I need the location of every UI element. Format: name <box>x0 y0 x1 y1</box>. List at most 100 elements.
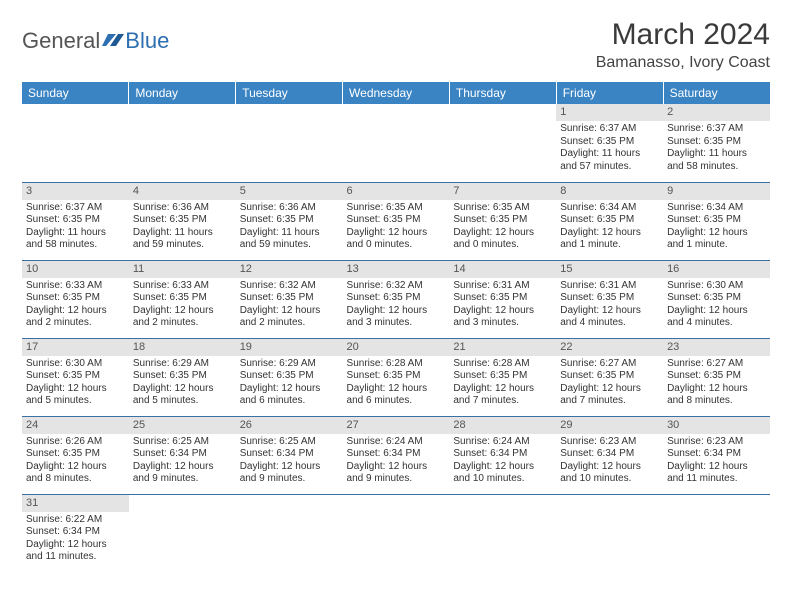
sunrise-text: Sunrise: 6:25 AM <box>133 436 232 449</box>
sunrise-text: Sunrise: 6:32 AM <box>347 280 446 293</box>
day-content: Sunrise: 6:27 AMSunset: 6:35 PMDaylight:… <box>556 356 663 412</box>
sunset-text: Sunset: 6:35 PM <box>26 214 125 227</box>
day-content: Sunrise: 6:26 AMSunset: 6:35 PMDaylight:… <box>22 434 129 490</box>
calendar-cell <box>343 104 450 182</box>
calendar-cell <box>129 104 236 182</box>
column-header: Monday <box>129 82 236 104</box>
day-content: Sunrise: 6:32 AMSunset: 6:35 PMDaylight:… <box>236 278 343 334</box>
calendar-table: SundayMondayTuesdayWednesdayThursdayFrid… <box>22 82 770 572</box>
day-number: 9 <box>663 183 770 200</box>
calendar-cell <box>236 494 343 572</box>
daylight-text: Daylight: 11 hours and 57 minutes. <box>560 148 659 173</box>
sunrise-text: Sunrise: 6:26 AM <box>26 436 125 449</box>
sunrise-text: Sunrise: 6:35 AM <box>347 202 446 215</box>
calendar-cell: 24Sunrise: 6:26 AMSunset: 6:35 PMDayligh… <box>22 416 129 494</box>
daylight-text: Daylight: 12 hours and 6 minutes. <box>240 383 339 408</box>
calendar-cell: 21Sunrise: 6:28 AMSunset: 6:35 PMDayligh… <box>449 338 556 416</box>
day-content: Sunrise: 6:31 AMSunset: 6:35 PMDaylight:… <box>449 278 556 334</box>
calendar-cell: 10Sunrise: 6:33 AMSunset: 6:35 PMDayligh… <box>22 260 129 338</box>
sunset-text: Sunset: 6:35 PM <box>133 214 232 227</box>
calendar-cell: 29Sunrise: 6:23 AMSunset: 6:34 PMDayligh… <box>556 416 663 494</box>
sunrise-text: Sunrise: 6:27 AM <box>667 358 766 371</box>
daylight-text: Daylight: 11 hours and 58 minutes. <box>26 227 125 252</box>
daylight-text: Daylight: 12 hours and 4 minutes. <box>560 305 659 330</box>
calendar-cell: 15Sunrise: 6:31 AMSunset: 6:35 PMDayligh… <box>556 260 663 338</box>
title-block: March 2024 Bamanasso, Ivory Coast <box>596 18 770 72</box>
sunrise-text: Sunrise: 6:37 AM <box>560 123 659 136</box>
sunset-text: Sunset: 6:34 PM <box>240 448 339 461</box>
sunset-text: Sunset: 6:35 PM <box>347 370 446 383</box>
daylight-text: Daylight: 12 hours and 2 minutes. <box>240 305 339 330</box>
daylight-text: Daylight: 12 hours and 9 minutes. <box>240 461 339 486</box>
sunrise-text: Sunrise: 6:29 AM <box>240 358 339 371</box>
calendar-cell: 28Sunrise: 6:24 AMSunset: 6:34 PMDayligh… <box>449 416 556 494</box>
calendar-cell: 5Sunrise: 6:36 AMSunset: 6:35 PMDaylight… <box>236 182 343 260</box>
sunset-text: Sunset: 6:35 PM <box>133 292 232 305</box>
daylight-text: Daylight: 12 hours and 5 minutes. <box>26 383 125 408</box>
sunrise-text: Sunrise: 6:23 AM <box>560 436 659 449</box>
calendar-cell: 3Sunrise: 6:37 AMSunset: 6:35 PMDaylight… <box>22 182 129 260</box>
page-title: March 2024 <box>596 18 770 52</box>
calendar-cell: 18Sunrise: 6:29 AMSunset: 6:35 PMDayligh… <box>129 338 236 416</box>
sunset-text: Sunset: 6:34 PM <box>453 448 552 461</box>
day-number: 3 <box>22 183 129 200</box>
calendar-cell: 22Sunrise: 6:27 AMSunset: 6:35 PMDayligh… <box>556 338 663 416</box>
column-header: Friday <box>556 82 663 104</box>
sunset-text: Sunset: 6:35 PM <box>347 292 446 305</box>
calendar-cell: 16Sunrise: 6:30 AMSunset: 6:35 PMDayligh… <box>663 260 770 338</box>
logo: General Blue <box>22 28 169 54</box>
day-content: Sunrise: 6:28 AMSunset: 6:35 PMDaylight:… <box>449 356 556 412</box>
sunrise-text: Sunrise: 6:32 AM <box>240 280 339 293</box>
column-header: Wednesday <box>343 82 450 104</box>
sunrise-text: Sunrise: 6:33 AM <box>26 280 125 293</box>
sunrise-text: Sunrise: 6:24 AM <box>347 436 446 449</box>
day-number: 21 <box>449 339 556 356</box>
sunrise-text: Sunrise: 6:30 AM <box>667 280 766 293</box>
sunset-text: Sunset: 6:35 PM <box>26 292 125 305</box>
day-content: Sunrise: 6:36 AMSunset: 6:35 PMDaylight:… <box>129 200 236 256</box>
day-number: 8 <box>556 183 663 200</box>
sunrise-text: Sunrise: 6:35 AM <box>453 202 552 215</box>
calendar-cell: 20Sunrise: 6:28 AMSunset: 6:35 PMDayligh… <box>343 338 450 416</box>
calendar-header-row: SundayMondayTuesdayWednesdayThursdayFrid… <box>22 82 770 104</box>
daylight-text: Daylight: 12 hours and 11 minutes. <box>667 461 766 486</box>
day-content: Sunrise: 6:29 AMSunset: 6:35 PMDaylight:… <box>129 356 236 412</box>
day-content: Sunrise: 6:30 AMSunset: 6:35 PMDaylight:… <box>22 356 129 412</box>
day-content: Sunrise: 6:23 AMSunset: 6:34 PMDaylight:… <box>556 434 663 490</box>
calendar-cell: 8Sunrise: 6:34 AMSunset: 6:35 PMDaylight… <box>556 182 663 260</box>
day-content: Sunrise: 6:25 AMSunset: 6:34 PMDaylight:… <box>236 434 343 490</box>
daylight-text: Daylight: 12 hours and 1 minute. <box>560 227 659 252</box>
day-number: 18 <box>129 339 236 356</box>
column-header: Thursday <box>449 82 556 104</box>
sunset-text: Sunset: 6:35 PM <box>560 214 659 227</box>
calendar-cell: 13Sunrise: 6:32 AMSunset: 6:35 PMDayligh… <box>343 260 450 338</box>
calendar-row: 10Sunrise: 6:33 AMSunset: 6:35 PMDayligh… <box>22 260 770 338</box>
day-content: Sunrise: 6:30 AMSunset: 6:35 PMDaylight:… <box>663 278 770 334</box>
daylight-text: Daylight: 12 hours and 7 minutes. <box>560 383 659 408</box>
sunrise-text: Sunrise: 6:25 AM <box>240 436 339 449</box>
daylight-text: Daylight: 12 hours and 2 minutes. <box>26 305 125 330</box>
day-content: Sunrise: 6:34 AMSunset: 6:35 PMDaylight:… <box>556 200 663 256</box>
sunrise-text: Sunrise: 6:28 AM <box>347 358 446 371</box>
day-number: 15 <box>556 261 663 278</box>
day-number: 13 <box>343 261 450 278</box>
daylight-text: Daylight: 12 hours and 4 minutes. <box>667 305 766 330</box>
sunset-text: Sunset: 6:35 PM <box>453 370 552 383</box>
day-content: Sunrise: 6:23 AMSunset: 6:34 PMDaylight:… <box>663 434 770 490</box>
day-content: Sunrise: 6:32 AMSunset: 6:35 PMDaylight:… <box>343 278 450 334</box>
calendar-cell <box>556 494 663 572</box>
day-number: 10 <box>22 261 129 278</box>
daylight-text: Daylight: 12 hours and 0 minutes. <box>347 227 446 252</box>
calendar-row: 24Sunrise: 6:26 AMSunset: 6:35 PMDayligh… <box>22 416 770 494</box>
daylight-text: Daylight: 11 hours and 59 minutes. <box>240 227 339 252</box>
day-number: 1 <box>556 104 663 121</box>
calendar-cell: 23Sunrise: 6:27 AMSunset: 6:35 PMDayligh… <box>663 338 770 416</box>
sunrise-text: Sunrise: 6:27 AM <box>560 358 659 371</box>
calendar-cell <box>663 494 770 572</box>
calendar-cell: 14Sunrise: 6:31 AMSunset: 6:35 PMDayligh… <box>449 260 556 338</box>
day-content: Sunrise: 6:33 AMSunset: 6:35 PMDaylight:… <box>22 278 129 334</box>
sunrise-text: Sunrise: 6:36 AM <box>240 202 339 215</box>
calendar-cell: 9Sunrise: 6:34 AMSunset: 6:35 PMDaylight… <box>663 182 770 260</box>
sunrise-text: Sunrise: 6:29 AM <box>133 358 232 371</box>
day-number: 22 <box>556 339 663 356</box>
